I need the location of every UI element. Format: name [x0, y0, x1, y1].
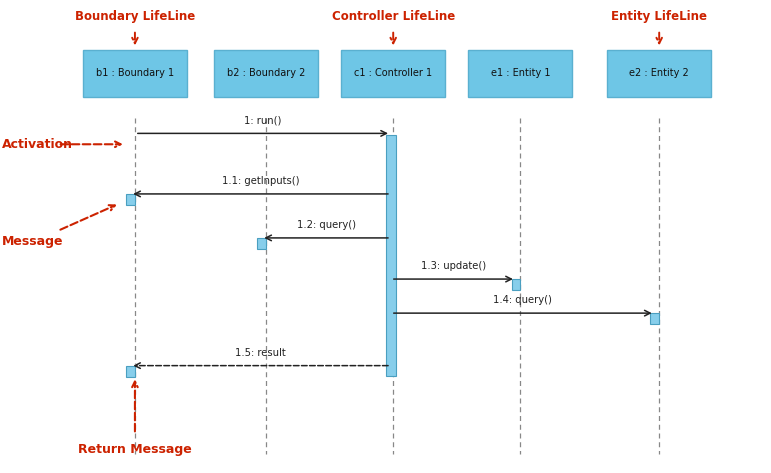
- FancyBboxPatch shape: [126, 366, 134, 377]
- Text: Entity LifeLine: Entity LifeLine: [611, 10, 707, 23]
- FancyBboxPatch shape: [214, 50, 318, 97]
- Text: b2 : Boundary 2: b2 : Boundary 2: [227, 68, 305, 79]
- Text: e2 : Entity 2: e2 : Entity 2: [629, 68, 689, 79]
- Text: Message: Message: [2, 235, 63, 248]
- Text: e1 : Entity 1: e1 : Entity 1: [490, 68, 550, 79]
- Text: b1 : Boundary 1: b1 : Boundary 1: [96, 68, 174, 79]
- FancyBboxPatch shape: [126, 194, 134, 205]
- Text: 1.1: getInputs(): 1.1: getInputs(): [222, 176, 299, 186]
- FancyBboxPatch shape: [82, 50, 187, 97]
- Text: Controller LifeLine: Controller LifeLine: [332, 10, 455, 23]
- FancyBboxPatch shape: [469, 50, 572, 97]
- Text: 1.3: update(): 1.3: update(): [421, 261, 486, 271]
- FancyBboxPatch shape: [386, 135, 396, 376]
- Text: 1.4: query(): 1.4: query(): [493, 295, 552, 305]
- Text: 1.5: result: 1.5: result: [235, 348, 286, 358]
- FancyBboxPatch shape: [258, 238, 265, 249]
- FancyBboxPatch shape: [651, 313, 658, 324]
- FancyBboxPatch shape: [341, 50, 446, 97]
- FancyBboxPatch shape: [512, 279, 520, 290]
- Text: Activation: Activation: [2, 138, 72, 151]
- Text: Return Message: Return Message: [78, 443, 192, 456]
- FancyBboxPatch shape: [608, 50, 711, 97]
- Text: 1: run(): 1: run(): [244, 115, 281, 125]
- Text: c1 : Controller 1: c1 : Controller 1: [354, 68, 433, 79]
- Text: 1.2: query(): 1.2: query(): [297, 220, 355, 230]
- Text: Boundary LifeLine: Boundary LifeLine: [75, 10, 195, 23]
